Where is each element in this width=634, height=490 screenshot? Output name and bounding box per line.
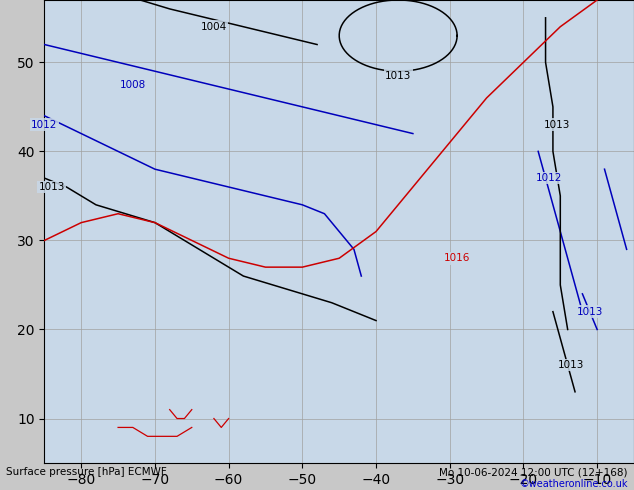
- Text: 1012: 1012: [536, 173, 562, 183]
- Text: 1013: 1013: [385, 71, 411, 81]
- Text: Surface pressure [hPa] ECMWF: Surface pressure [hPa] ECMWF: [6, 467, 167, 477]
- Text: ©weatheronline.co.uk: ©weatheronline.co.uk: [519, 479, 628, 489]
- Text: 1013: 1013: [558, 360, 585, 370]
- Text: 1013: 1013: [39, 182, 65, 192]
- Text: 1013: 1013: [543, 120, 570, 130]
- Text: 1012: 1012: [31, 120, 58, 130]
- Text: 1008: 1008: [120, 79, 146, 90]
- Text: 1016: 1016: [444, 253, 470, 263]
- Text: 1013: 1013: [576, 307, 603, 317]
- Text: 1004: 1004: [201, 22, 227, 32]
- Text: Mo 10-06-2024 12:00 UTC (12+168): Mo 10-06-2024 12:00 UTC (12+168): [439, 467, 628, 477]
